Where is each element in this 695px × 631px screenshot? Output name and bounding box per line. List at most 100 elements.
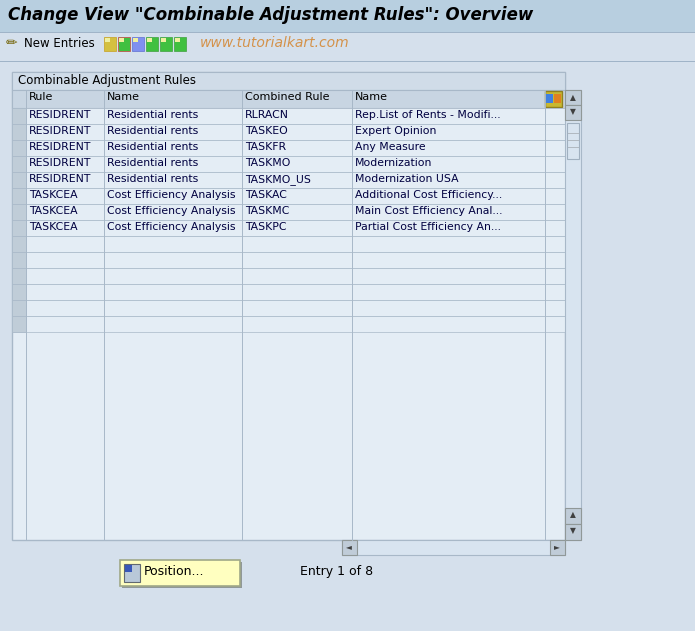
Bar	[12, 156, 565, 172]
Bar	[12, 300, 26, 316]
Bar	[554, 94, 561, 103]
Text: Residential rents: Residential rents	[107, 174, 198, 184]
Bar	[0, 32, 695, 33]
Text: TASKMO: TASKMO	[245, 158, 291, 168]
Bar	[12, 236, 565, 252]
Bar	[0, 0, 695, 32]
Text: RESIDRENT: RESIDRENT	[29, 158, 91, 168]
Bar	[12, 140, 26, 156]
Bar	[565, 90, 581, 105]
Text: Partial Cost Efficiency An...: Partial Cost Efficiency An...	[355, 222, 501, 232]
Text: TASKCEA: TASKCEA	[29, 206, 78, 216]
Bar	[133, 38, 138, 42]
Text: Position...: Position...	[144, 565, 204, 578]
Bar	[118, 37, 130, 51]
Text: Residential rents: Residential rents	[107, 126, 198, 136]
Bar	[12, 156, 26, 172]
Bar	[12, 284, 565, 300]
Bar	[0, 61, 695, 62]
Bar	[12, 172, 26, 188]
Text: Any Measure: Any Measure	[355, 142, 425, 152]
Bar	[12, 316, 26, 332]
Text: ✏: ✏	[6, 36, 17, 50]
Text: Modernization USA: Modernization USA	[355, 174, 459, 184]
Bar	[12, 124, 26, 140]
Text: Additional Cost Efficiency...: Additional Cost Efficiency...	[355, 190, 502, 200]
Bar	[12, 204, 26, 220]
Text: ▲: ▲	[570, 510, 576, 519]
Text: Change View "Combinable Adjustment Rules": Overview: Change View "Combinable Adjustment Rules…	[8, 6, 533, 24]
Bar	[545, 91, 562, 107]
Text: Residential rents: Residential rents	[107, 142, 198, 152]
Bar	[12, 140, 565, 156]
Bar	[342, 540, 357, 555]
Text: TASKCEA: TASKCEA	[29, 190, 78, 200]
Text: TASKCEA: TASKCEA	[29, 222, 78, 232]
Text: New Entries: New Entries	[24, 37, 95, 50]
Bar	[565, 90, 581, 540]
Text: RESIDRENT: RESIDRENT	[29, 174, 91, 184]
Bar	[12, 72, 565, 90]
Text: Name: Name	[107, 92, 140, 102]
Text: RESIDRENT: RESIDRENT	[29, 110, 91, 120]
Bar	[12, 124, 565, 140]
Bar	[12, 90, 565, 108]
Text: Rule: Rule	[29, 92, 54, 102]
Text: ◄: ◄	[346, 542, 352, 551]
Bar	[122, 562, 242, 588]
Text: Cost Efficiency Analysis: Cost Efficiency Analysis	[107, 190, 236, 200]
Text: Combined Rule: Combined Rule	[245, 92, 329, 102]
Text: TASKMO_US: TASKMO_US	[245, 174, 311, 185]
Bar	[132, 37, 144, 51]
Text: www.tutorialkart.com: www.tutorialkart.com	[200, 36, 350, 50]
Bar	[124, 564, 140, 582]
Bar	[565, 508, 581, 524]
Bar	[12, 268, 26, 284]
Bar	[12, 316, 565, 332]
Bar	[12, 172, 565, 188]
Text: TASKMC: TASKMC	[245, 206, 289, 216]
Bar	[0, 33, 695, 61]
Bar	[546, 94, 553, 103]
Bar	[12, 220, 26, 236]
Bar	[160, 37, 172, 51]
Text: Expert Opinion: Expert Opinion	[355, 126, 436, 136]
Text: TASKPC: TASKPC	[245, 222, 286, 232]
Bar	[105, 38, 110, 42]
Bar	[12, 188, 26, 204]
Text: ►: ►	[554, 542, 560, 551]
Bar	[12, 284, 26, 300]
Text: Residential rents: Residential rents	[107, 158, 198, 168]
Text: Cost Efficiency Analysis: Cost Efficiency Analysis	[107, 222, 236, 232]
Bar	[12, 108, 26, 124]
Bar	[567, 123, 579, 159]
Bar	[104, 37, 116, 51]
Text: Cost Efficiency Analysis: Cost Efficiency Analysis	[107, 206, 236, 216]
Bar	[119, 38, 124, 42]
Text: ▼: ▼	[570, 107, 576, 116]
Text: Modernization: Modernization	[355, 158, 432, 168]
Bar	[12, 300, 565, 316]
Text: Name: Name	[355, 92, 388, 102]
Bar	[12, 252, 565, 268]
Bar	[565, 524, 581, 540]
Bar	[174, 37, 186, 51]
Text: TASKEO: TASKEO	[245, 126, 288, 136]
Bar	[12, 252, 26, 268]
Bar	[147, 38, 152, 42]
Bar	[12, 204, 565, 220]
Bar	[342, 540, 565, 555]
Bar	[12, 72, 565, 540]
Bar	[146, 37, 158, 51]
Text: RESIDRENT: RESIDRENT	[29, 142, 91, 152]
Text: Rep.List of Rents - Modifi...: Rep.List of Rents - Modifi...	[355, 110, 500, 120]
Bar	[12, 188, 565, 204]
Text: TASKAC: TASKAC	[245, 190, 287, 200]
Bar	[12, 108, 565, 124]
Bar	[161, 38, 166, 42]
Text: ▲: ▲	[570, 93, 576, 102]
Text: RESIDRENT: RESIDRENT	[29, 126, 91, 136]
Bar	[550, 540, 565, 555]
Text: Residential rents: Residential rents	[107, 110, 198, 120]
Text: Combinable Adjustment Rules: Combinable Adjustment Rules	[18, 74, 196, 87]
